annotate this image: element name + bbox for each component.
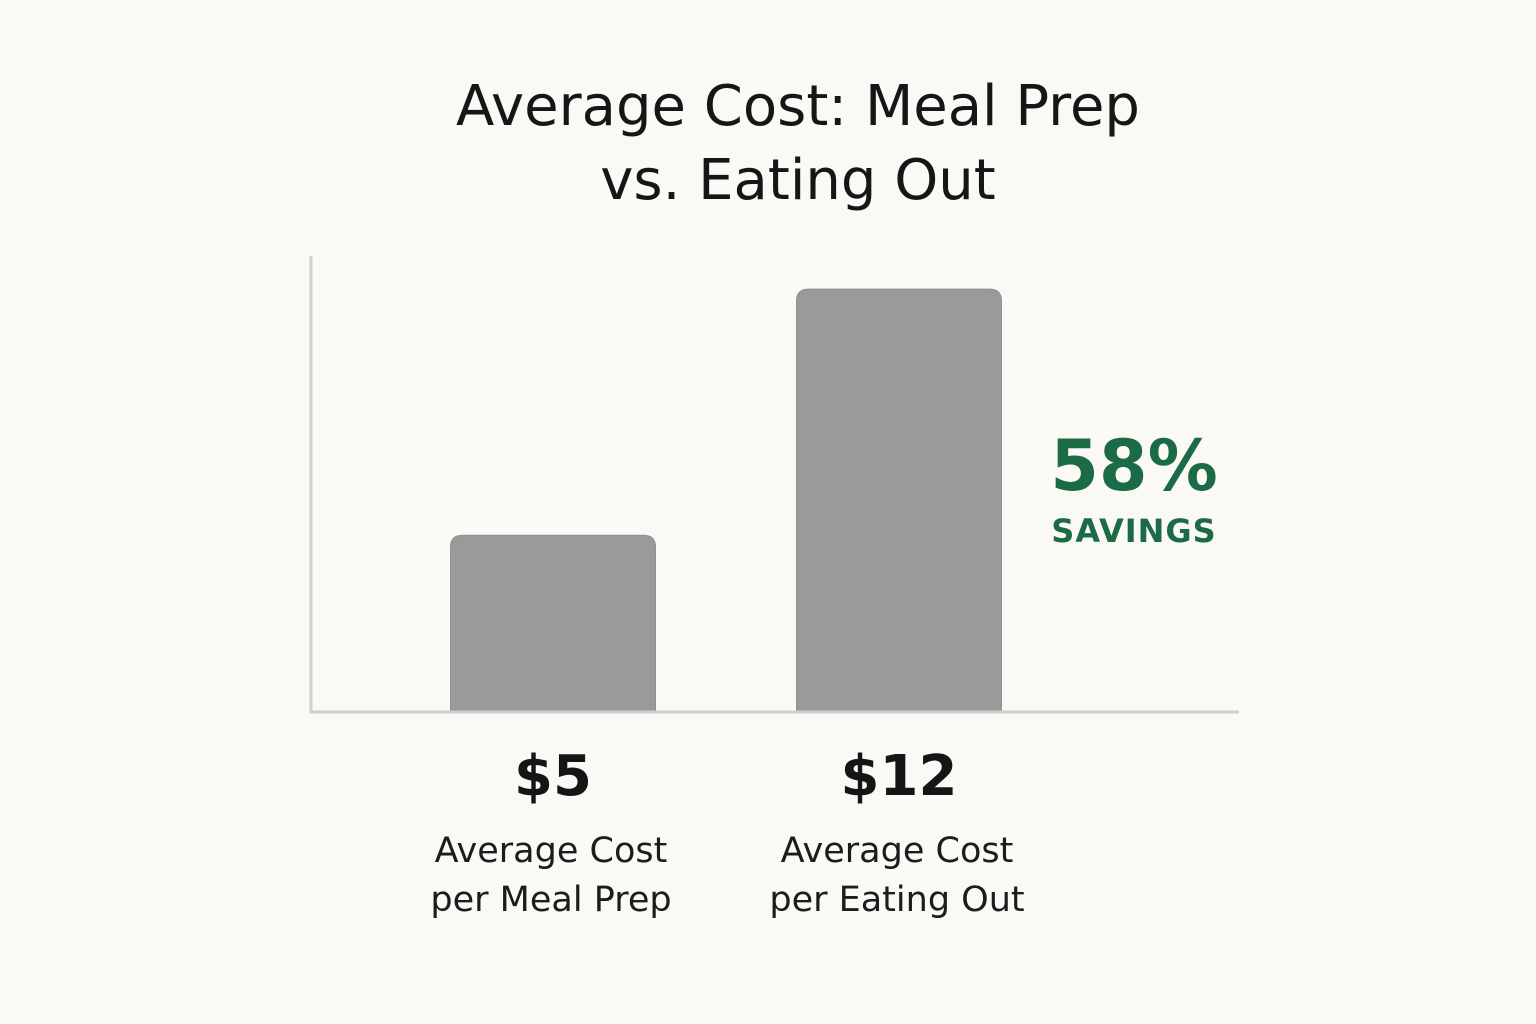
- category-label-1-line-1: Average Cost: [435, 831, 668, 871]
- chart-title: Average Cost: Meal Prep vs. Eating Out: [0, 70, 1536, 218]
- labels-layer: $5 Average Cost per Meal Prep $12 Average Co…: [430, 744, 1024, 920]
- chart-title-line-2: vs. Eating Out: [600, 148, 996, 213]
- savings-percent: 58%: [1050, 425, 1218, 507]
- bar-1: [450, 534, 656, 712]
- savings-label: SAVINGS: [1051, 512, 1216, 550]
- bar-2: [796, 288, 1002, 712]
- value-label-2: $12: [841, 744, 958, 809]
- category-label-1-line-2: per Meal Prep: [430, 880, 671, 920]
- chart-title-line-1: Average Cost: Meal Prep: [456, 74, 1140, 139]
- value-label-1: $5: [514, 744, 592, 809]
- bars-layer: [450, 288, 1002, 712]
- category-label-2-line-2: per Eating Out: [769, 880, 1024, 920]
- category-label-2-line-1: Average Cost: [781, 831, 1014, 871]
